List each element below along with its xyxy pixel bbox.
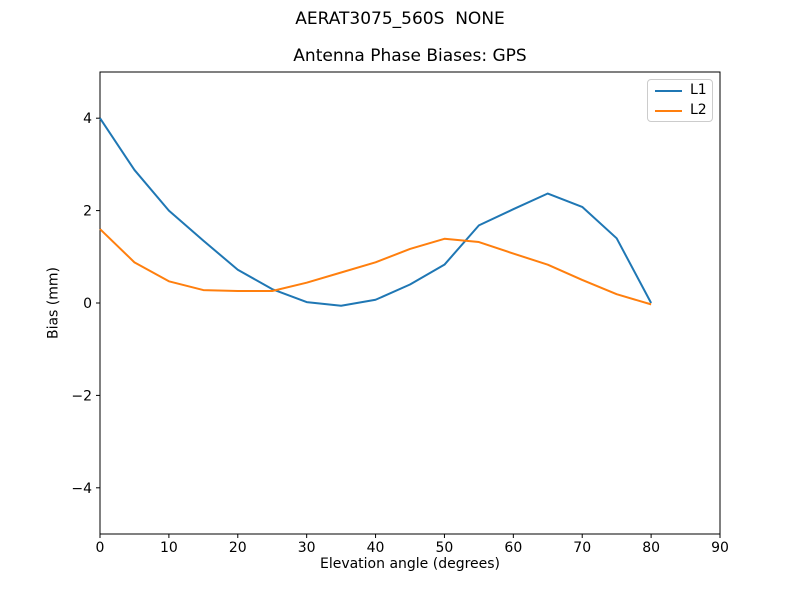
x-tick-label: 70 [573,540,591,556]
x-tick-label: 80 [642,540,660,556]
y-tick-label: −4 [71,481,92,497]
l2-line-swatch [655,109,682,112]
y-tick-label: 4 [83,111,92,127]
legend: L1 L2 [647,79,713,122]
y-axis-label: Bias (mm) [45,266,62,340]
y-tick-label: 0 [83,296,92,312]
x-tick-label: 50 [436,540,454,556]
series-line-l2 [99,228,652,306]
x-tick-label: 0 [96,540,105,556]
l1-line-swatch [655,89,682,92]
x-axis-label: Elevation angle (degrees) [319,556,501,572]
x-tick-label: 20 [229,540,247,556]
y-tick-label: 2 [83,204,92,220]
y-tick-label: −2 [71,388,92,404]
x-tick-label: 10 [160,540,178,556]
axes-spines [99,71,721,535]
x-tick-label: 60 [504,540,522,556]
legend-label-l1: L1 [690,82,707,98]
x-tick-label: 90 [711,540,729,556]
legend-label-l2: L2 [690,102,707,118]
x-tick-label: 30 [298,540,316,556]
series-line-l1 [99,117,652,307]
figure-title: AERAT3075_560S NONE [295,9,505,29]
x-tick-label: 40 [367,540,385,556]
legend-item-l1: L1 [655,83,712,98]
axes-title: Antenna Phase Biases: GPS [293,46,527,66]
legend-item-l2: L2 [655,103,712,118]
